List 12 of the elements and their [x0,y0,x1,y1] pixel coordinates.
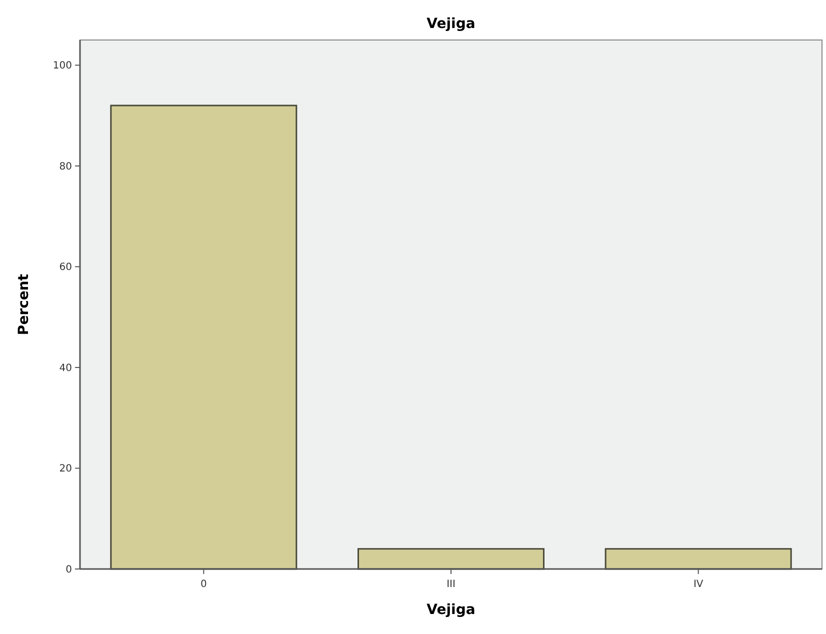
y-tick-label: 100 [52,60,72,72]
y-tick-label: 20 [59,464,72,475]
x-tick-label: 0 [200,579,207,590]
y-tick-label: 0 [66,564,72,576]
chart-title: Vejiga [426,16,476,32]
x-axis-title: Vejiga [426,602,476,618]
y-tick-label: 80 [59,161,72,172]
y-axis-title: Percent [16,274,32,336]
x-tick-label: III [446,579,456,590]
y-tick-label: 40 [59,362,72,374]
y-tick-label: 60 [59,262,72,274]
x-tick-label: IV [693,579,704,590]
